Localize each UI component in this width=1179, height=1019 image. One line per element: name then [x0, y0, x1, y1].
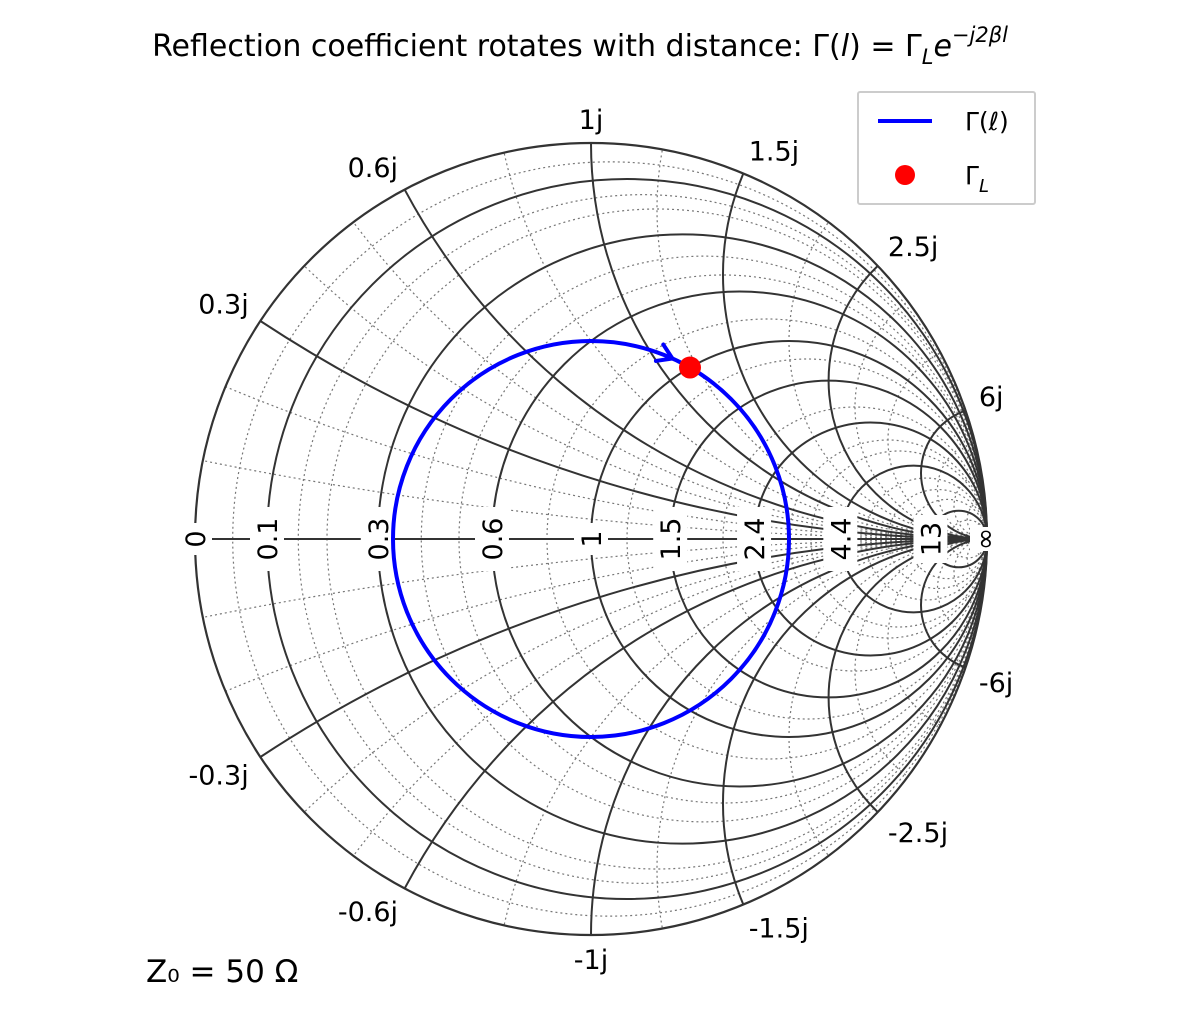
- resistance-label-text: 4.4: [826, 518, 857, 561]
- resistance-label-bg: [574, 523, 608, 555]
- reactance-label: -0.3j: [189, 761, 249, 792]
- reactance-label: -1j: [574, 945, 608, 976]
- minor-reactance-arc: [887, 538, 988, 726]
- resistance-label-text: 1.5: [656, 518, 687, 561]
- resistance-label: 0.1: [250, 507, 284, 571]
- resistance-label: 0.6: [475, 507, 509, 571]
- reactance-label: 1.5j: [749, 137, 799, 168]
- load-reflection-point: [679, 356, 701, 379]
- minor-reactance-arc: [202, 538, 988, 619]
- resistance-label-bg: [475, 507, 509, 571]
- legend: Γ(ℓ) ΓL: [857, 91, 1036, 205]
- resistance-label-text: 0: [181, 530, 212, 547]
- reactance-label: -0.6j: [338, 897, 398, 928]
- minor-reactance-arc: [887, 352, 988, 540]
- resistance-label: 1: [574, 523, 608, 555]
- resistance-label: 4.4: [823, 507, 858, 571]
- reactance-arc: [722, 173, 988, 540]
- reactance-arc: [403, 538, 988, 889]
- resistance-label-text: 0.3: [364, 518, 395, 561]
- minor-reactance-arc: [303, 538, 988, 813]
- resistance-label-text: ∞: [970, 528, 1001, 551]
- reactance-label: 0.6j: [348, 153, 398, 184]
- resistance-label-bg: [178, 523, 212, 555]
- resistance-label-text: 1: [577, 530, 608, 547]
- direction-arrowhead: [653, 342, 675, 363]
- minor-reactance-arc: [202, 459, 988, 540]
- gamma-locus-line: [391, 339, 791, 739]
- reactance-arc: [590, 142, 988, 540]
- resistance-label-bg: [969, 527, 1004, 551]
- reactance-arc: [920, 409, 988, 540]
- reactance-arc: [722, 538, 988, 905]
- minor-reactance-arc: [936, 538, 988, 638]
- minor-reactance-arc: [854, 300, 988, 540]
- resistance-label: ∞: [969, 527, 1004, 551]
- resistance-label-bg: [653, 507, 688, 571]
- resistance-label: 13: [913, 515, 948, 563]
- resistance-label-bg: [360, 507, 395, 571]
- resistance-label-text: 0.1: [253, 518, 284, 561]
- reactance-label: -1.5j: [749, 913, 809, 944]
- resistance-label-bg: [823, 507, 858, 571]
- resistance-label-text: 0.6: [478, 518, 509, 561]
- minor-reactance-arc: [225, 386, 988, 540]
- resistance-label-text: 2.4: [740, 518, 771, 561]
- impedance-annotation: Z₀ = 50 Ω: [146, 954, 298, 990]
- reactance-arc: [403, 189, 988, 540]
- legend-label-gamma-l: ΓL: [965, 161, 989, 197]
- resistance-label: 0.3: [360, 507, 395, 571]
- reactance-labels: 1j 1.5j 0.6j 2.5j 0.3j 6j -6j -0.3j -2.5j -0.6j -1…: [189, 105, 1014, 976]
- reactance-label: 2.5j: [888, 232, 938, 263]
- reactance-label: -6j: [979, 668, 1013, 699]
- series-layer: [391, 339, 791, 739]
- legend-label-gamma: Γ(ℓ): [965, 107, 1009, 136]
- chart-title: Reflection coefficient rotates with dist…: [152, 23, 1008, 69]
- reactance-arc: [259, 538, 988, 758]
- resistance-labels: 0 0.1 0.3 0.6 1 1.5 2.4 4.4 13 ∞: [178, 507, 1004, 571]
- reactance-label: -2.5j: [888, 818, 948, 849]
- reactance-label: 6j: [979, 382, 1004, 413]
- reactance-arc: [920, 538, 988, 669]
- reactance-arc: [259, 320, 988, 540]
- minor-reactance-arc: [854, 538, 988, 778]
- resistance-label: 0: [178, 523, 212, 555]
- legend-point-swatch: [895, 165, 915, 185]
- resistance-label-text: 13: [916, 522, 947, 556]
- reactance-label: 1j: [579, 105, 604, 136]
- resistance-label-bg: [737, 507, 772, 571]
- resistance-label-bg: [250, 507, 284, 571]
- minor-reactance-arc: [936, 440, 988, 540]
- reactance-label: 0.3j: [198, 289, 248, 320]
- resistance-label: 1.5: [653, 507, 688, 571]
- resistance-label-bg: [913, 515, 948, 563]
- reactance-arc: [590, 538, 988, 936]
- resistance-label: 2.4: [737, 507, 772, 571]
- minor-reactance-arc: [225, 538, 988, 692]
- minor-reactance-arc: [303, 265, 988, 540]
